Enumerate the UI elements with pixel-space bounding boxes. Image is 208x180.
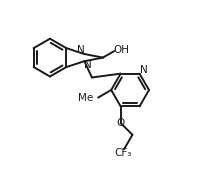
Text: OH: OH [113,45,129,55]
Text: O: O [116,118,125,128]
Text: CF₃: CF₃ [115,148,132,158]
Text: Me: Me [78,93,93,103]
Text: N: N [84,60,92,70]
Text: N: N [140,65,148,75]
Text: N: N [77,45,85,55]
